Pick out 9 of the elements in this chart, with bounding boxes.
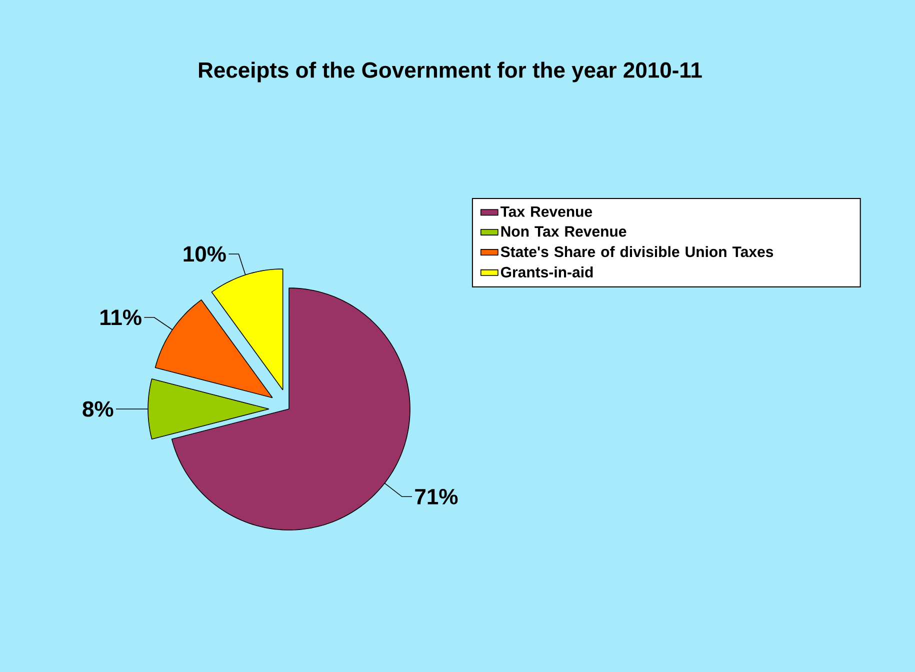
- legend-label: State's Share of divisible Union Taxes: [500, 246, 774, 258]
- legend-label: Non Tax Revenue: [501, 226, 626, 237]
- data-label: 71%: [415, 488, 458, 504]
- legend-label: Grants-in-aid: [500, 266, 593, 278]
- data-label: 11%: [100, 310, 142, 326]
- data-label: 8%: [82, 401, 114, 417]
- chart-title: Receipts of the Government for the year 2010-11: [199, 62, 702, 82]
- data-label: 10%: [184, 246, 226, 262]
- legend-label: Tax Revenue: [500, 206, 592, 217]
